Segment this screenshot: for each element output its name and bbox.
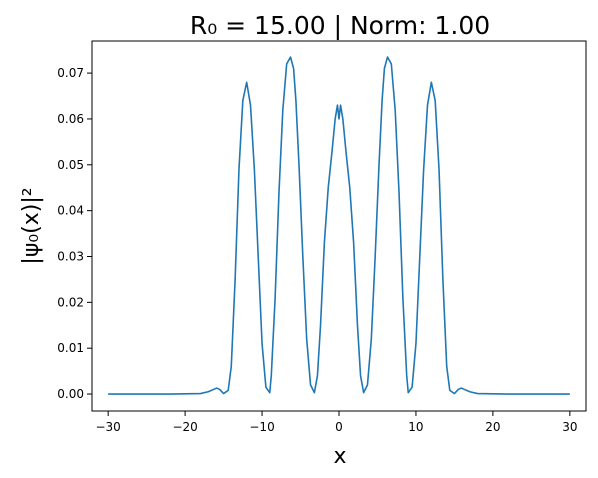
y-tick-label: 0.06	[57, 112, 84, 126]
x-tick-label: −20	[172, 420, 197, 434]
y-tick-label: 0.02	[57, 295, 84, 309]
x-tick-label: −10	[249, 420, 274, 434]
y-axis-label: |ψ₀(x)|²	[19, 187, 44, 264]
series-line	[108, 56, 570, 395]
x-axis-label: x	[333, 444, 346, 469]
x-axis: −30 −20 −10 0 10 20 30	[95, 411, 577, 434]
x-tick-label: 10	[408, 420, 423, 434]
plot-area-frame	[91, 40, 587, 412]
chart-title: R₀ = 15.00 | Norm: 1.00	[190, 11, 490, 40]
y-tick-label: 0.00	[57, 387, 84, 401]
y-axis: 0.00 0.01 0.02 0.03 0.04 0.05 0.06 0.07	[57, 66, 92, 401]
x-tick-label: 30	[562, 420, 577, 434]
y-tick-label: 0.03	[57, 249, 84, 263]
x-tick-label: −30	[95, 420, 120, 434]
x-tick-label: 20	[485, 420, 500, 434]
y-tick-label: 0.05	[57, 158, 84, 172]
y-tick-label: 0.07	[57, 66, 84, 80]
y-tick-label: 0.04	[57, 204, 84, 218]
y-tick-label: 0.01	[57, 341, 84, 355]
x-tick-label: 0	[335, 420, 343, 434]
